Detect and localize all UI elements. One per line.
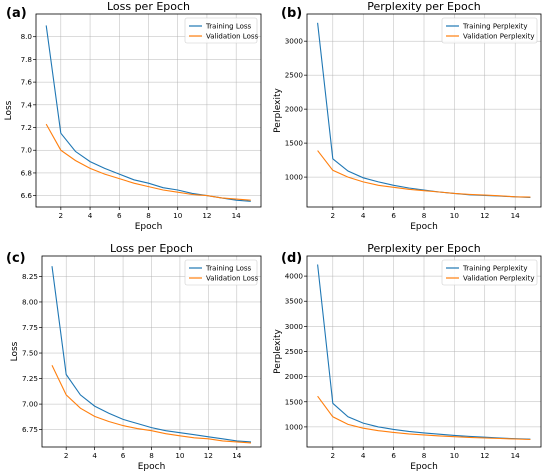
y-tick-label: 1000 xyxy=(285,422,304,431)
legend: Training Loss Validation Loss xyxy=(184,259,258,286)
y-tick-label: 8.0 xyxy=(21,32,33,41)
y-tick-label: 7.8 xyxy=(21,55,33,64)
series-line-1 xyxy=(45,123,251,201)
y-tick-label: 8.25 xyxy=(22,272,38,281)
y-tick-label: 1500 xyxy=(285,397,304,406)
legend-entry-1: Validation Loss xyxy=(206,275,258,283)
x-tick-label: 6 xyxy=(391,451,396,460)
panel-letter: (a) xyxy=(6,6,27,21)
legend-box xyxy=(441,259,538,286)
legend-box xyxy=(184,259,258,286)
x-tick-label: 4 xyxy=(361,451,366,460)
x-tick-label: 12 xyxy=(204,451,213,460)
y-axis-label: Loss xyxy=(4,100,14,120)
series-line-0 xyxy=(317,264,531,440)
y-tick-label: 6.6 xyxy=(21,191,33,200)
y-tick-label: 7.4 xyxy=(21,100,33,109)
series-line-1 xyxy=(317,395,531,441)
y-tick-label: 1000 xyxy=(285,173,304,182)
y-tick-label: 2000 xyxy=(285,105,304,114)
x-axis-label: Epoch xyxy=(410,462,438,472)
y-axis-label: Perplexity xyxy=(273,329,283,374)
x-tick-label: 14 xyxy=(232,451,242,460)
legend: Training Perplexity Validation Perplexity xyxy=(441,259,538,286)
x-tick-label: 8 xyxy=(146,211,151,220)
x-tick-label: 10 xyxy=(173,211,183,220)
legend-entry-0: Training Perplexity xyxy=(462,23,528,31)
y-tick-label: 1500 xyxy=(285,139,304,148)
y-tick-label: 3000 xyxy=(285,322,304,331)
chart-title: Perplexity per Epoch xyxy=(367,242,481,255)
chart-panel-1: 2 4 6 8 10 12 14 1000 1500 2000 2500 3000 Perplexity… xyxy=(273,0,542,232)
x-tick-label: 14 xyxy=(511,451,521,460)
legend-entry-1: Validation Perplexity xyxy=(463,33,535,41)
legend-box xyxy=(184,17,258,44)
y-tick-label: 8.00 xyxy=(22,297,38,306)
series-line-1 xyxy=(51,365,252,444)
y-tick-label: 2500 xyxy=(285,71,304,80)
panel-letter: (d) xyxy=(281,251,302,266)
x-tick-label: 10 xyxy=(450,451,460,460)
y-axis-label: Loss xyxy=(10,341,20,361)
x-tick-label: 12 xyxy=(480,451,489,460)
x-tick-label: 12 xyxy=(202,211,211,220)
x-tick-label: 2 xyxy=(331,451,336,460)
legend-entry-1: Validation Perplexity xyxy=(463,275,535,283)
x-tick-label: 6 xyxy=(121,451,126,460)
y-tick-label: 7.0 xyxy=(21,146,33,155)
legend-entry-0: Training Loss xyxy=(205,265,252,273)
x-tick-label: 14 xyxy=(511,211,521,220)
x-axis-label: Epoch xyxy=(410,222,438,232)
y-tick-label: 2000 xyxy=(285,372,304,381)
y-tick-label: 7.25 xyxy=(22,374,38,383)
x-tick-label: 8 xyxy=(422,451,427,460)
y-tick-label: 7.75 xyxy=(22,323,38,332)
x-axis-label: Epoch xyxy=(138,462,166,472)
legend-entry-0: Training Loss xyxy=(205,23,252,31)
chart-panel-2: 2 4 6 8 10 12 14 6.75 7.00 7.25 7.50 7.75 8.00 8.25 Lo… xyxy=(6,242,262,472)
chart-title: Loss per Epoch xyxy=(110,242,193,255)
legend-entry-0: Training Perplexity xyxy=(462,265,528,273)
x-axis-label: Epoch xyxy=(135,222,163,232)
legend: Training Perplexity Validation Perplexity xyxy=(441,17,538,44)
legend-entry-1: Validation Loss xyxy=(206,33,258,41)
x-tick-label: 12 xyxy=(480,211,489,220)
y-tick-label: 6.8 xyxy=(21,168,33,177)
series-line-0 xyxy=(51,266,252,443)
x-tick-label: 8 xyxy=(422,211,427,220)
x-tick-label: 10 xyxy=(175,451,185,460)
y-tick-label: 7.00 xyxy=(22,400,38,409)
y-tick-label: 3000 xyxy=(285,37,304,46)
panel-letter: (b) xyxy=(281,6,302,21)
x-tick-label: 10 xyxy=(450,211,460,220)
y-tick-label: 6.75 xyxy=(22,425,38,434)
x-tick-label: 2 xyxy=(59,211,64,220)
y-tick-label: 2500 xyxy=(285,347,304,356)
x-tick-label: 6 xyxy=(391,211,396,220)
chart-title: Perplexity per Epoch xyxy=(367,0,481,13)
panel-letter: (c) xyxy=(6,251,26,266)
x-tick-label: 4 xyxy=(361,211,366,220)
x-tick-label: 2 xyxy=(64,451,69,460)
chart-panel-3: 2 4 6 8 10 12 14 1000 1500 2000 2500 3000 3500 4000 Pe… xyxy=(273,242,542,472)
y-tick-label: 4000 xyxy=(285,272,304,281)
x-tick-label: 14 xyxy=(232,211,242,220)
y-tick-label: 7.2 xyxy=(21,123,32,132)
y-tick-label: 7.6 xyxy=(21,78,33,87)
chart-panel-0: 2 4 6 8 10 12 14 6.6 6.8 7.0 7.2 7.4 7.6 7.8 8.0 Loss p… xyxy=(4,0,262,232)
y-axis-label: Perplexity xyxy=(273,88,283,133)
x-tick-label: 6 xyxy=(117,211,122,220)
x-tick-label: 8 xyxy=(149,451,154,460)
x-tick-label: 2 xyxy=(331,211,336,220)
legend-box xyxy=(441,17,538,44)
chart-title: Loss per Epoch xyxy=(107,0,190,13)
legend: Training Loss Validation Loss xyxy=(184,17,258,44)
y-tick-label: 3500 xyxy=(285,297,304,306)
x-tick-label: 4 xyxy=(92,451,97,460)
x-tick-label: 4 xyxy=(88,211,93,220)
y-tick-label: 7.50 xyxy=(22,349,38,358)
series-line-1 xyxy=(317,150,531,198)
